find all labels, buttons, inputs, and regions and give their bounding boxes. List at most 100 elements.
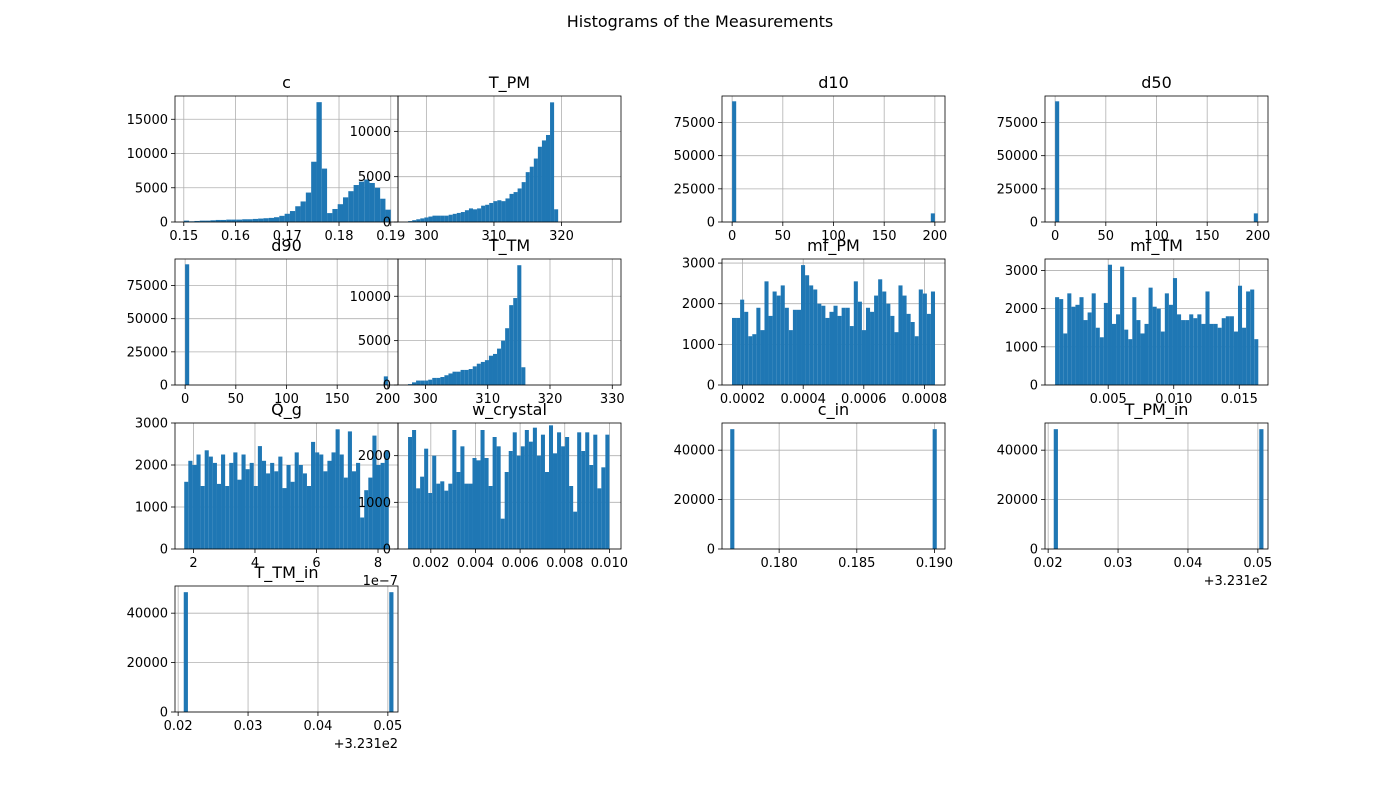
histogram-bar [358, 181, 365, 222]
histogram-bar [865, 307, 871, 385]
histogram-bar [356, 462, 361, 549]
histogram-bar [493, 201, 498, 222]
x-tick-label: 0.19 [376, 229, 405, 244]
histogram-bar [910, 322, 915, 385]
x-tick-label: 0.16 [221, 229, 250, 244]
histogram-bar [1246, 291, 1251, 385]
histogram-bar [593, 434, 598, 549]
histogram-bar [268, 217, 275, 222]
x-tick-label: 0.04 [1173, 556, 1202, 571]
histogram-bar [476, 460, 481, 549]
axis-offset-text: +3.231e2 [1204, 574, 1268, 589]
histogram-bar [311, 441, 316, 549]
histogram-bar [484, 458, 489, 549]
histogram-bar [845, 307, 850, 385]
histogram-bar [801, 265, 806, 385]
x-tick-label: 0.02 [164, 719, 193, 734]
y-tick-label: 1000 [358, 496, 391, 511]
histogram-bar [554, 209, 559, 222]
x-tick-label: 50 [775, 229, 792, 244]
histogram-bar [930, 291, 936, 385]
histogram-bar [841, 307, 846, 385]
x-tick-label: 200 [375, 392, 400, 407]
histogram-bar [1091, 293, 1096, 385]
histogram-bar [521, 182, 526, 222]
histogram-bar [1229, 316, 1234, 385]
histogram-bar [1213, 323, 1218, 385]
axes-frame [721, 258, 946, 386]
subplot-title: d90 [271, 236, 302, 255]
y-tick-label: 2000 [682, 297, 715, 312]
histogram-bar [500, 518, 505, 549]
histogram-bar [1144, 323, 1149, 385]
histogram-bar [284, 213, 290, 222]
histogram-bar [813, 289, 818, 385]
histogram-bar [886, 303, 891, 385]
subplot-title: c_in [818, 400, 849, 420]
x-tick-label: 0.002 [412, 556, 449, 571]
histogram-bar [456, 472, 461, 549]
histogram-bar [364, 179, 370, 222]
histogram-bar [932, 429, 937, 549]
x-tick-label: 150 [1195, 229, 1220, 244]
y-tick-label: 40000 [674, 444, 715, 459]
histogram-bar [261, 460, 267, 549]
x-tick-label: 0.006 [501, 556, 538, 571]
histogram-bar [205, 220, 211, 222]
histogram-bar [342, 197, 349, 222]
y-tick-label: 0 [160, 543, 168, 558]
histogram-bar [513, 192, 518, 222]
histogram-bar [412, 382, 417, 385]
histogram-bar [376, 465, 381, 549]
histogram-bar [428, 379, 433, 385]
x-tick-label: 4 [251, 556, 259, 571]
histogram-bar [337, 204, 343, 222]
histogram-bar [231, 219, 237, 222]
histogram-bar [468, 369, 473, 385]
histogram-bar [221, 454, 226, 549]
histogram-bar [533, 158, 538, 222]
histogram-d50: 0 50 100 150 200 0 25000 50000 75000 d50 [997, 73, 1271, 244]
histogram-bar [764, 281, 769, 385]
histogram-bar [444, 375, 449, 385]
histogram-bar [537, 146, 542, 222]
histogram-bar [274, 217, 280, 222]
x-tick-label: 0 [1051, 229, 1059, 244]
x-tick-label: 0.190 [916, 556, 953, 571]
y-tick-label: 15000 [127, 113, 168, 128]
histogram-bar [300, 201, 306, 222]
histogram-bar [525, 172, 530, 222]
histogram-bar [416, 488, 421, 549]
histogram-bar [343, 477, 348, 549]
histogram-bar [573, 511, 578, 549]
histogram-bar [448, 214, 453, 222]
histogram-bar [605, 434, 610, 549]
histogram-c-in: 0.180 0.185 0.190 0 20000 40000 c_in [674, 400, 953, 571]
y-tick-label: 25000 [674, 182, 715, 197]
histogram-bar [540, 434, 545, 549]
y-tick-label: 25000 [997, 182, 1038, 197]
histogram-bar [220, 219, 227, 222]
histogram-bar [524, 430, 529, 549]
histogram-bar [252, 218, 259, 222]
histogram-bar [601, 467, 606, 549]
histogram-bar [236, 219, 243, 222]
y-tick-label: 2000 [135, 459, 168, 474]
histogram-bar [497, 348, 502, 385]
x-tick-label: 0.004 [457, 556, 494, 571]
histogram-bar [805, 275, 810, 385]
axes-frame [397, 258, 622, 386]
histogram-bar [772, 291, 777, 385]
y-tick-label: 10000 [127, 147, 168, 162]
histogram-bar [347, 431, 352, 549]
x-tick-label: 150 [325, 392, 350, 407]
histogram-bar [460, 369, 465, 385]
axis-offset-text: +3.231e2 [334, 737, 398, 752]
histogram-bar [489, 202, 494, 222]
histogram-bar [1168, 304, 1173, 385]
x-tick-label: 150 [872, 229, 897, 244]
histogram-bar [480, 361, 485, 385]
y-tick-label: 5000 [358, 334, 391, 349]
histogram-bar [477, 208, 482, 222]
histogram-bar [263, 218, 269, 222]
